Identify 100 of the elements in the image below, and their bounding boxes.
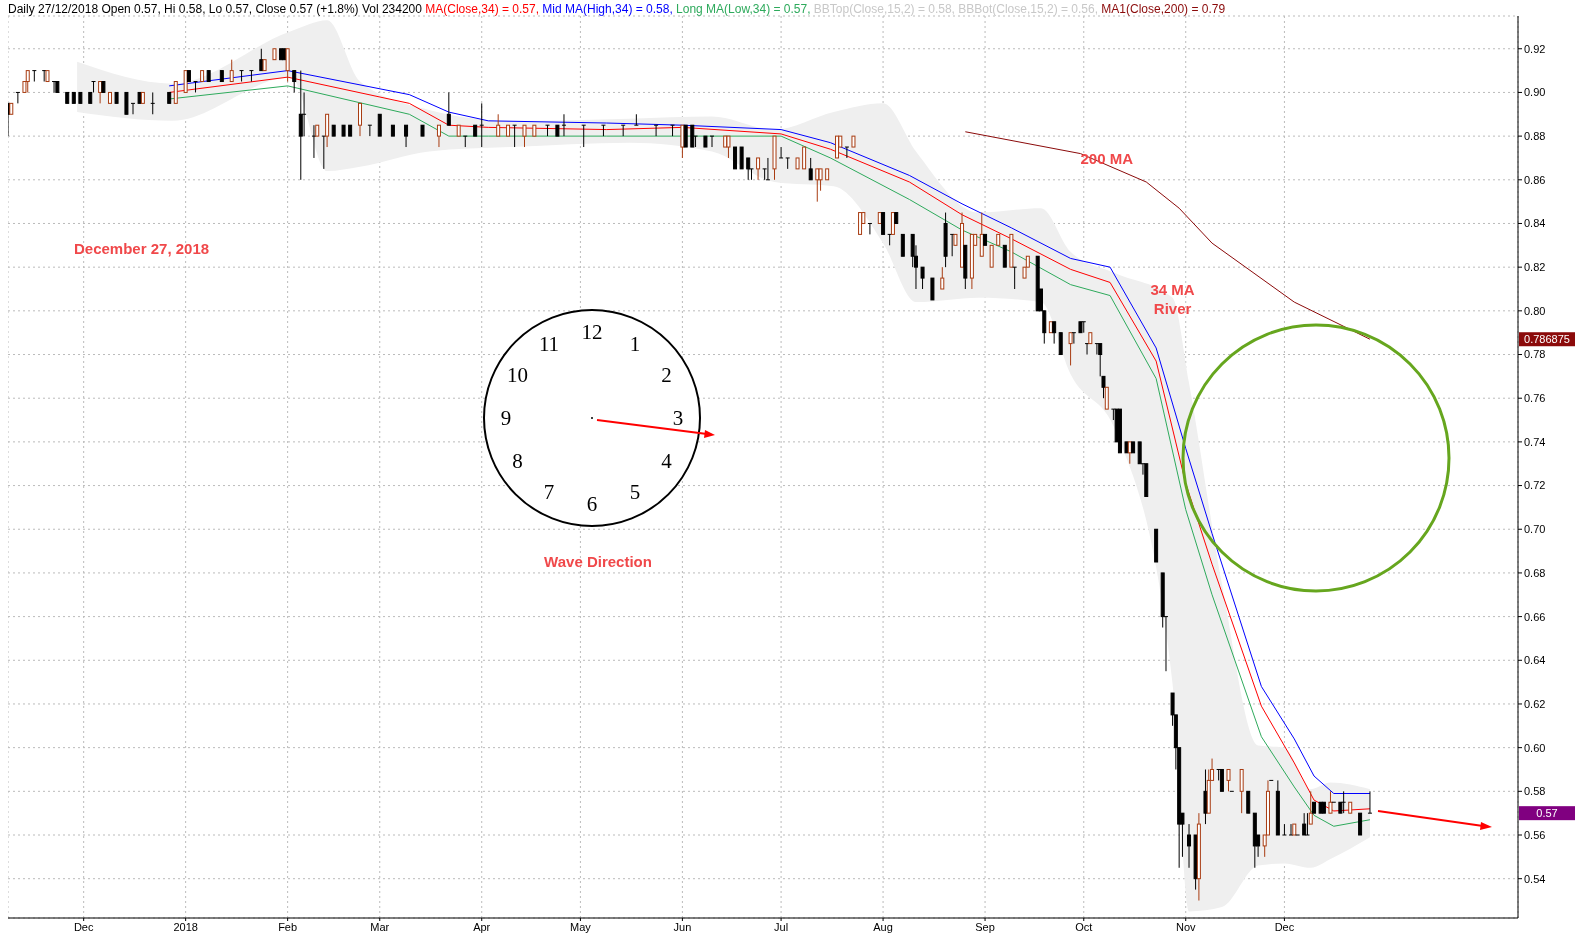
x-tick-label: 2018 bbox=[173, 920, 198, 933]
candlestick bbox=[581, 124, 587, 148]
y-tick-label: 0.88 bbox=[1524, 130, 1546, 143]
y-tick-label: 0.86 bbox=[1524, 173, 1546, 186]
candlestick bbox=[15, 91, 21, 104]
candlestick bbox=[462, 135, 468, 148]
line-series bbox=[964, 131, 1371, 340]
candlestick bbox=[1058, 332, 1063, 356]
candlestick bbox=[173, 81, 178, 104]
x-tick-label: Oct bbox=[1075, 920, 1093, 933]
text: 0.57 bbox=[1536, 807, 1558, 820]
candlestick bbox=[756, 157, 761, 181]
candlestick bbox=[193, 81, 199, 93]
x-tick-label: Apr bbox=[473, 920, 491, 933]
candlestick bbox=[867, 222, 873, 235]
candlestick bbox=[1281, 823, 1287, 836]
candlestick bbox=[1187, 823, 1192, 869]
x-tick-label: Mar bbox=[370, 920, 390, 933]
annotation: 6 bbox=[586, 492, 598, 516]
candlestick bbox=[1098, 343, 1103, 377]
annotation: 3 bbox=[672, 406, 684, 430]
y-tick-label: 0.66 bbox=[1524, 610, 1546, 623]
candlestick bbox=[130, 102, 136, 115]
y-tick-label: 0.90 bbox=[1524, 86, 1546, 99]
candlestick bbox=[436, 124, 441, 148]
x-tick-label: Dec bbox=[73, 920, 94, 933]
x-tick-label: Sep bbox=[975, 920, 995, 933]
candlestick bbox=[377, 113, 382, 137]
candlestick bbox=[633, 113, 639, 126]
annotation: 2 bbox=[661, 363, 672, 387]
candlestick bbox=[785, 157, 791, 170]
candlestick bbox=[1246, 790, 1251, 814]
annotation: 11 bbox=[538, 331, 560, 356]
candlestick bbox=[321, 135, 327, 170]
candlestick bbox=[680, 124, 685, 159]
candlestick bbox=[733, 146, 738, 170]
annotation: 9 bbox=[500, 406, 512, 430]
candlestick bbox=[561, 113, 567, 137]
candlestick bbox=[653, 124, 659, 137]
candlestick bbox=[367, 124, 373, 137]
y-tick-label: 0.64 bbox=[1524, 654, 1546, 667]
annotation: 7 bbox=[543, 480, 555, 505]
y-tick-label: 0.70 bbox=[1524, 523, 1546, 536]
candlestick bbox=[940, 266, 945, 290]
y-tick-label: 0.80 bbox=[1524, 304, 1546, 317]
candlestick bbox=[989, 244, 994, 268]
candlestick bbox=[1101, 375, 1106, 399]
y-tick-label: 0.60 bbox=[1524, 741, 1546, 754]
candlestick bbox=[404, 124, 409, 148]
annotation: 8 bbox=[512, 449, 523, 473]
chart-title: Daily 27/12/2018 Open 0.57, Hi 0.58, Lo 0.57, Close 0.57 (+1.8%) Vol 234200 bbox=[8, 2, 422, 16]
candlestick bbox=[930, 277, 935, 301]
candlestick bbox=[1068, 332, 1073, 366]
candlestick bbox=[765, 157, 771, 181]
y-tick-label: 0.84 bbox=[1524, 217, 1546, 230]
candlestick bbox=[746, 157, 751, 181]
candlestick bbox=[690, 124, 695, 148]
candlestick bbox=[818, 168, 823, 192]
candlestick bbox=[900, 233, 905, 257]
candlestick bbox=[1071, 332, 1077, 345]
candlestick bbox=[600, 124, 606, 137]
candlestick bbox=[512, 124, 518, 148]
candlestick bbox=[709, 135, 715, 148]
y-tick-label: 0.62 bbox=[1524, 697, 1546, 710]
text: Mid MA(High,34) = 0.58, bbox=[541, 2, 673, 16]
y-tick-label: 0.82 bbox=[1524, 261, 1546, 274]
candlestick bbox=[301, 91, 307, 137]
x-tick-label: May bbox=[570, 920, 592, 933]
candlestick bbox=[325, 113, 330, 148]
y-tick-label: 0.76 bbox=[1524, 392, 1546, 405]
candlestick bbox=[844, 146, 850, 159]
candlestick bbox=[670, 124, 676, 137]
candlestick bbox=[292, 70, 297, 93]
candlestick bbox=[739, 146, 744, 170]
candlestick bbox=[1012, 266, 1018, 290]
candlestick bbox=[1239, 768, 1244, 814]
annotation: 1 bbox=[629, 331, 641, 356]
candlestick bbox=[248, 70, 254, 83]
annotation: 12 bbox=[581, 320, 603, 344]
x-tick-label: Dec bbox=[1274, 920, 1295, 933]
text: MA(Close,34) = 0.57, bbox=[424, 2, 540, 16]
y-tick-label: 0.74 bbox=[1524, 435, 1546, 448]
text: 0.786875 bbox=[1524, 333, 1570, 346]
candlestick bbox=[1104, 386, 1109, 410]
annotation: December 27, 2018 bbox=[74, 239, 210, 257]
candlestick bbox=[1137, 441, 1142, 465]
y-tick-label: 0.56 bbox=[1524, 828, 1546, 841]
candlestick bbox=[358, 102, 362, 137]
candlestick bbox=[1304, 812, 1310, 836]
y-tick-label: 0.72 bbox=[1524, 479, 1546, 492]
candlestick bbox=[1302, 812, 1307, 836]
candlestick bbox=[91, 81, 97, 93]
candlestick bbox=[1358, 812, 1363, 836]
annotation: 5 bbox=[629, 480, 641, 505]
text: Long MA(Low,34) = 0.57, bbox=[675, 2, 811, 16]
candlestick bbox=[239, 70, 245, 83]
x-tick-label: Jun bbox=[673, 920, 692, 933]
candlestick bbox=[920, 266, 925, 290]
candlestick bbox=[124, 91, 129, 115]
x-tick-label: Jul bbox=[774, 920, 789, 933]
